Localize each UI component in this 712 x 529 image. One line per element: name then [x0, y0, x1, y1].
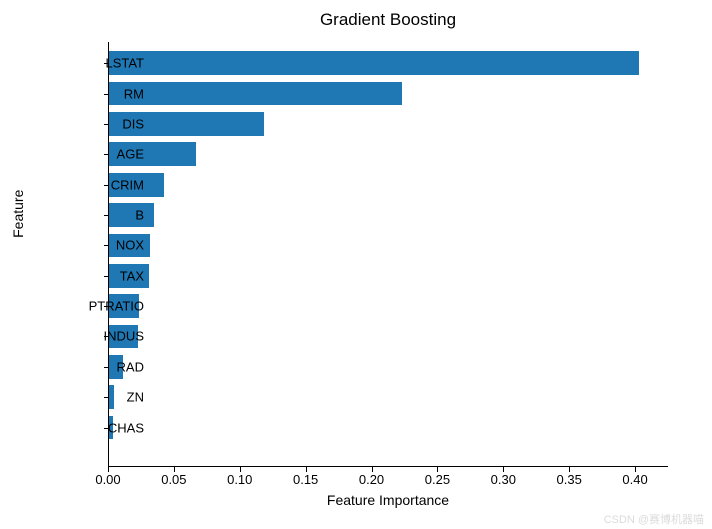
y-tick [104, 185, 109, 186]
x-tick-label: 0.00 [95, 472, 120, 487]
y-tick [104, 94, 109, 95]
x-tick-label: 0.05 [161, 472, 186, 487]
x-tick-label: 0.10 [227, 472, 252, 487]
x-tick-label: 0.25 [425, 472, 450, 487]
y-tick-label: DIS [122, 116, 144, 131]
chart-container: 0.000.050.100.150.200.250.300.350.40 [108, 42, 668, 487]
y-tick-label: PTRATIO [89, 299, 144, 314]
y-tick-label: ZN [127, 390, 144, 405]
chart-title: Gradient Boosting [108, 10, 668, 30]
y-tick-label: AGE [117, 147, 144, 162]
y-tick [104, 397, 109, 398]
y-tick [104, 245, 109, 246]
y-tick-label: NOX [116, 238, 144, 253]
x-tick-label: 0.40 [622, 472, 647, 487]
y-tick-label: RAD [117, 359, 144, 374]
y-tick [104, 276, 109, 277]
bar-b [109, 203, 154, 227]
y-tick-label: RM [124, 86, 144, 101]
y-tick-label: INDUS [104, 329, 144, 344]
y-tick-label: B [135, 208, 144, 223]
y-tick-label: CHAS [108, 420, 144, 435]
x-tick-label: 0.15 [293, 472, 318, 487]
plot-area [108, 42, 668, 467]
bar-rm [109, 82, 402, 106]
y-tick [104, 124, 109, 125]
y-tick [104, 154, 109, 155]
x-tick-label: 0.30 [491, 472, 516, 487]
y-tick [104, 367, 109, 368]
x-axis-label: Feature Importance [108, 492, 668, 508]
y-tick [104, 215, 109, 216]
y-tick-label: LSTAT [105, 56, 144, 71]
x-tick-label: 0.35 [557, 472, 582, 487]
x-tick-label: 0.20 [359, 472, 384, 487]
bar-zn [109, 385, 114, 409]
watermark: CSDN @赛博机器喵 [604, 511, 704, 527]
y-axis-label: Feature [10, 190, 26, 238]
y-tick-label: TAX [120, 268, 144, 283]
y-tick-label: CRIM [111, 177, 144, 192]
bar-lstat [109, 51, 639, 75]
